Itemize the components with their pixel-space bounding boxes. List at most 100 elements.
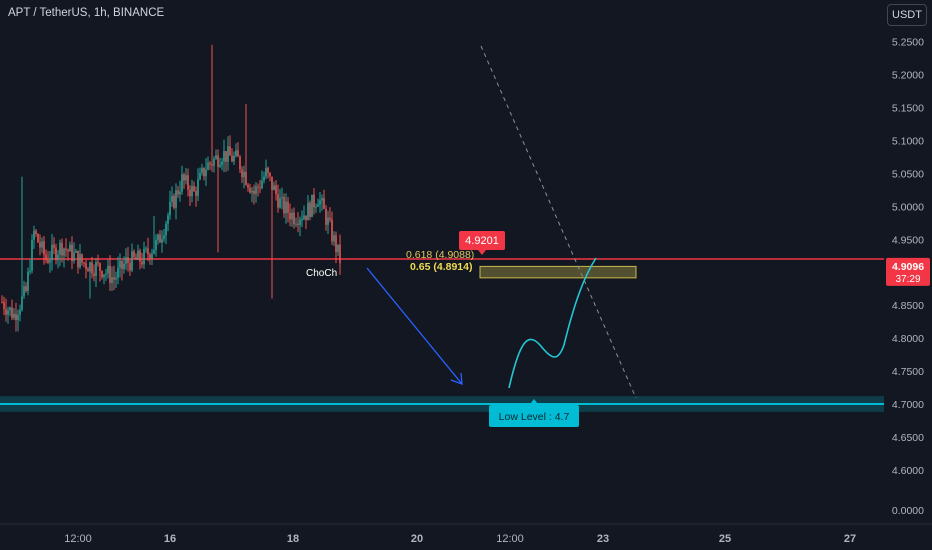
candle-body (53, 244, 55, 248)
candle-body (55, 247, 57, 261)
candle-body (267, 167, 269, 173)
candle-body (123, 263, 125, 269)
currency-button[interactable]: USDT (887, 4, 927, 26)
candle-body (61, 242, 63, 256)
candle-body (49, 260, 51, 263)
candle-body (101, 271, 103, 278)
time-tick-label: 25 (719, 533, 731, 545)
candle-body (255, 186, 257, 194)
candle-body (231, 155, 233, 162)
dashed-trendline[interactable] (480, 45, 637, 399)
price-tick-label: 4.6000 (892, 465, 924, 477)
candle-body (41, 241, 43, 248)
candle-body (251, 190, 253, 193)
candle-body (335, 235, 337, 253)
candle-body (137, 250, 139, 260)
candle-body (193, 186, 195, 191)
candle-body (113, 277, 115, 280)
candle-body (313, 194, 315, 208)
candle-body (235, 150, 237, 156)
fib-zone-box[interactable] (479, 265, 637, 279)
candle-body (277, 194, 279, 208)
candle-body (191, 186, 193, 197)
resistance-callout-text: 4.9201 (465, 235, 499, 247)
price-tick-label: 0.0000 (892, 505, 924, 517)
candle-body (189, 189, 191, 197)
candle-body (263, 176, 265, 181)
candle-body (321, 198, 323, 201)
candle-body (149, 254, 151, 259)
candle-body (59, 242, 61, 255)
candle-body (161, 238, 163, 243)
resistance-callout-box[interactable] (459, 231, 505, 250)
candle-body (85, 263, 87, 269)
candle-body (209, 162, 211, 165)
candle-body (73, 252, 75, 261)
projection-arrow-line[interactable] (366, 267, 463, 385)
candle-body (143, 248, 145, 265)
candle-body (197, 179, 199, 196)
price-tick-label: 5.0500 (892, 168, 924, 180)
candle-body (247, 184, 249, 188)
candle-body (287, 201, 289, 213)
candle-body (213, 158, 215, 166)
candle-body (167, 215, 169, 224)
low-level-box[interactable] (489, 405, 579, 427)
candle-body (195, 190, 197, 196)
candle-body (309, 202, 311, 217)
candle-body (225, 151, 227, 162)
candle-body (11, 307, 13, 319)
last-price-tag[interactable] (886, 257, 930, 286)
fib-618-label: 0.618 (4.9088) (406, 249, 474, 261)
candle-body (331, 219, 333, 242)
candle-body (31, 239, 33, 271)
candle-body (5, 309, 7, 315)
candle-body (79, 254, 81, 268)
projected-price-path[interactable] (508, 257, 597, 389)
candle-body (127, 257, 129, 264)
candle-body (297, 223, 299, 225)
candle-body (35, 230, 37, 235)
candle-countdown: 37:29 (895, 274, 920, 285)
candle-body (97, 262, 99, 264)
candle-body (65, 248, 67, 250)
candle-body (177, 190, 179, 195)
candle-body (323, 198, 325, 209)
candle-body (285, 201, 287, 214)
candle-body (151, 253, 153, 259)
candle-body (89, 262, 91, 272)
candle-body (327, 217, 329, 225)
candle-body (19, 309, 21, 315)
candle-body (155, 239, 157, 251)
candle-body (269, 172, 271, 177)
candle-body (259, 187, 261, 189)
candle-body (139, 250, 141, 262)
candle-body (93, 273, 95, 276)
candle-body (243, 171, 245, 178)
candle-body (47, 259, 49, 263)
candle-body (147, 248, 149, 255)
candle-body (279, 198, 281, 208)
price-tick-label: 4.8000 (892, 333, 924, 345)
candle-body (315, 206, 317, 208)
candle-body (299, 219, 301, 225)
candle-body (329, 217, 331, 220)
time-tick-label: 12:00 (496, 533, 524, 545)
candle-body (281, 197, 283, 199)
candle-body (283, 197, 285, 214)
candle-body (215, 155, 217, 159)
candle-body (117, 267, 119, 278)
candle-body (115, 277, 117, 280)
candle-body (13, 313, 15, 319)
candle-body (245, 171, 247, 185)
candle-body (171, 195, 173, 202)
candle-body (295, 223, 297, 225)
candle-body (91, 262, 93, 274)
time-tick-label: 16 (164, 533, 176, 545)
price-tick-label: 4.7000 (892, 399, 924, 411)
symbol-title[interactable]: APT / TetherUS, 1h, BINANCE (8, 7, 165, 19)
candle-body (257, 186, 259, 188)
candle-body (33, 230, 35, 240)
